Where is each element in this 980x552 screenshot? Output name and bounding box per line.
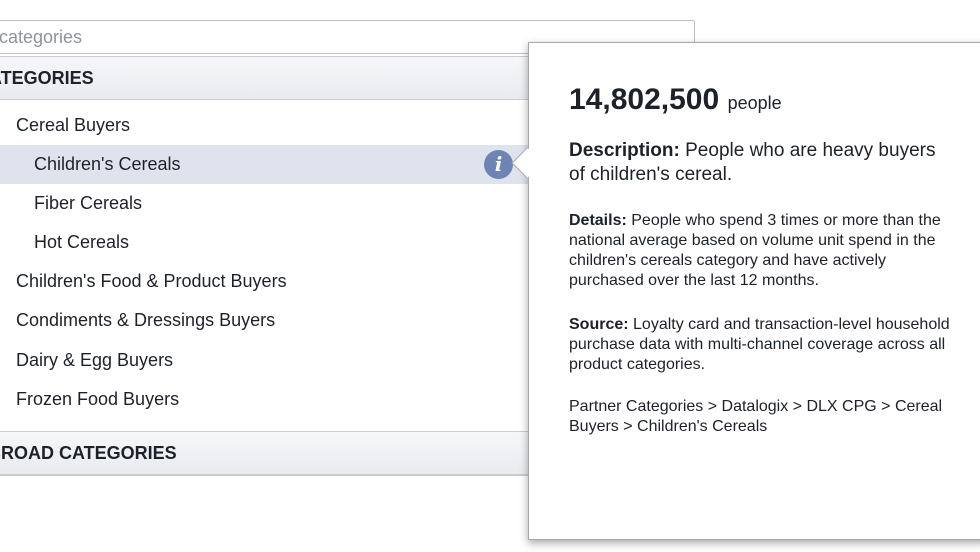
category-description: Description: People who are heavy buyers…: [569, 139, 954, 187]
list-item-label: Frozen Food Buyers: [16, 389, 180, 409]
list-item-condiments-buyers[interactable]: Condiments & Dressings Buyers: [0, 301, 529, 340]
list-item-label: Fiber Cereals: [34, 193, 143, 213]
tooltip-arrow-cover: [529, 146, 543, 180]
tooltip-content: 14,802,500 people Description: People wh…: [569, 83, 954, 437]
category-source: Source: Loyalty card and transaction-lev…: [569, 315, 954, 375]
section-header-label: NER CATEGORIES: [0, 68, 94, 88]
section-header-label: BOOK BROAD CATEGORIES: [0, 443, 177, 463]
source-label: Source:: [569, 316, 629, 333]
info-icon[interactable]: i: [484, 150, 513, 179]
category-list-panel: NER CATEGORIES Cereal Buyers Children's …: [0, 56, 530, 476]
list-item-hot-cereals[interactable]: Hot Cereals: [0, 223, 529, 262]
list-item-frozen-food-buyers[interactable]: Frozen Food Buyers: [0, 380, 529, 419]
description-text: People who are heavy buyers of children'…: [569, 140, 936, 185]
category-path: Partner Categories > Datalogix > DLX CPG…: [569, 398, 943, 435]
list-item-label: Children's Food & Product Buyers: [16, 271, 287, 291]
audience-reach: 14,802,500 people: [569, 83, 954, 117]
list-item-label: Children's Cereals: [34, 154, 181, 174]
list-item-cereal-buyers[interactable]: Cereal Buyers: [0, 106, 529, 145]
details-label: Details:: [569, 212, 627, 229]
list-item-label: Dairy & Egg Buyers: [16, 350, 174, 370]
source-text: Loyalty card and transaction-level house…: [569, 316, 950, 373]
list-item-fiber-cereals[interactable]: Fiber Cereals: [0, 184, 529, 223]
category-info-tooltip: 14,802,500 people Description: People wh…: [528, 42, 980, 540]
section-header-partner-categories[interactable]: NER CATEGORIES: [0, 56, 529, 100]
details-text: People who spend 3 times or more than th…: [569, 212, 941, 289]
audience-count: 14,802,500: [569, 83, 720, 116]
description-label: Description:: [569, 140, 680, 161]
list-item-label: Cereal Buyers: [16, 115, 131, 135]
list-item-label: Hot Cereals: [34, 232, 130, 252]
list-item-childrens-food-buyers[interactable]: Children's Food & Product Buyers: [0, 262, 529, 301]
list-item-dairy-egg-buyers[interactable]: Dairy & Egg Buyers: [0, 341, 529, 380]
list-item-childrens-cereals[interactable]: Children's Cereals i: [0, 145, 529, 184]
list-item-label: Condiments & Dressings Buyers: [16, 310, 276, 330]
category-search-box[interactable]: [0, 20, 695, 54]
category-details: Details: People who spend 3 times or mor…: [569, 211, 954, 291]
audience-unit: people: [727, 93, 782, 113]
section-header-facebook-broad-categories[interactable]: BOOK BROAD CATEGORIES: [0, 431, 529, 475]
